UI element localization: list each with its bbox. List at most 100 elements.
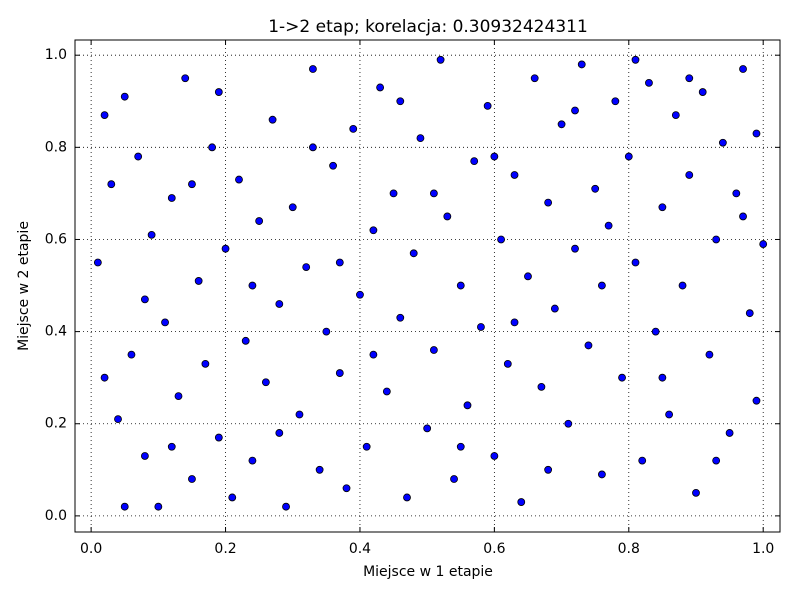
point — [530, 74, 539, 83]
y-tick-label: 0.6 — [45, 231, 67, 247]
point — [685, 74, 694, 83]
point — [208, 143, 217, 152]
point — [577, 60, 586, 69]
point — [409, 249, 418, 258]
point — [134, 152, 143, 161]
point — [624, 152, 633, 161]
point — [100, 373, 109, 382]
point — [490, 452, 499, 460]
y-tick-label: 0.8 — [45, 139, 67, 155]
point — [456, 281, 465, 290]
point — [268, 115, 277, 124]
point — [429, 189, 438, 198]
point — [692, 488, 700, 497]
x-tick-label: 1.0 — [752, 541, 774, 557]
point — [376, 83, 385, 92]
point — [732, 189, 741, 198]
point — [369, 350, 378, 359]
y-tick-label: 0.4 — [45, 324, 67, 340]
point — [611, 97, 620, 106]
point — [309, 143, 317, 152]
point — [369, 226, 378, 235]
x-tick-label: 0.8 — [618, 541, 640, 557]
point — [463, 401, 472, 410]
point — [315, 465, 324, 474]
point — [604, 221, 613, 230]
point — [221, 244, 230, 253]
point — [658, 203, 667, 212]
point — [571, 106, 579, 115]
point — [100, 111, 109, 119]
point — [275, 300, 284, 308]
point — [429, 346, 438, 354]
point — [235, 175, 243, 184]
point — [241, 336, 250, 345]
point — [557, 120, 566, 129]
point — [107, 180, 116, 189]
point — [752, 396, 761, 405]
point — [255, 217, 264, 225]
point — [389, 189, 398, 198]
point — [228, 493, 237, 502]
point — [382, 387, 391, 396]
x-tick-label: 0.0 — [80, 541, 102, 557]
point — [275, 429, 284, 437]
point — [739, 212, 747, 221]
point — [140, 295, 149, 304]
point — [335, 369, 344, 377]
point — [483, 101, 492, 110]
point — [490, 152, 499, 161]
point — [261, 378, 270, 387]
point — [477, 323, 485, 331]
point — [752, 129, 761, 138]
point — [712, 235, 721, 244]
point — [759, 240, 768, 248]
x-tick-label: 0.4 — [349, 541, 371, 557]
point — [678, 281, 687, 290]
point — [517, 498, 526, 506]
point — [571, 244, 579, 253]
point — [685, 171, 694, 179]
point — [335, 258, 344, 267]
y-tick-label: 0.0 — [45, 508, 67, 524]
point — [470, 157, 479, 166]
point — [598, 281, 606, 290]
point — [188, 475, 196, 483]
point — [671, 111, 680, 119]
point — [718, 138, 727, 147]
point — [248, 281, 257, 290]
point — [651, 327, 660, 336]
point — [181, 74, 190, 83]
point — [120, 502, 129, 511]
point — [745, 309, 754, 318]
point — [349, 125, 358, 133]
y-axis-label: Miejsce w 2 etapie — [16, 221, 32, 351]
point — [436, 55, 445, 64]
point — [456, 442, 465, 451]
point — [154, 502, 163, 511]
point — [598, 470, 606, 479]
point — [114, 415, 122, 424]
point — [161, 318, 169, 327]
point — [631, 258, 640, 267]
point — [739, 65, 747, 73]
y-tick-label: 1.0 — [45, 47, 67, 63]
point — [342, 484, 351, 493]
point — [282, 502, 290, 511]
plot-frame — [74, 39, 781, 533]
point — [618, 373, 626, 382]
point — [645, 78, 653, 87]
point — [423, 424, 432, 433]
point — [450, 475, 458, 483]
point — [712, 456, 721, 465]
point — [396, 313, 405, 322]
point — [248, 456, 257, 465]
point — [167, 194, 176, 202]
point — [201, 359, 210, 368]
point — [658, 373, 667, 382]
point — [302, 263, 311, 272]
point — [214, 433, 223, 442]
point — [396, 97, 405, 106]
